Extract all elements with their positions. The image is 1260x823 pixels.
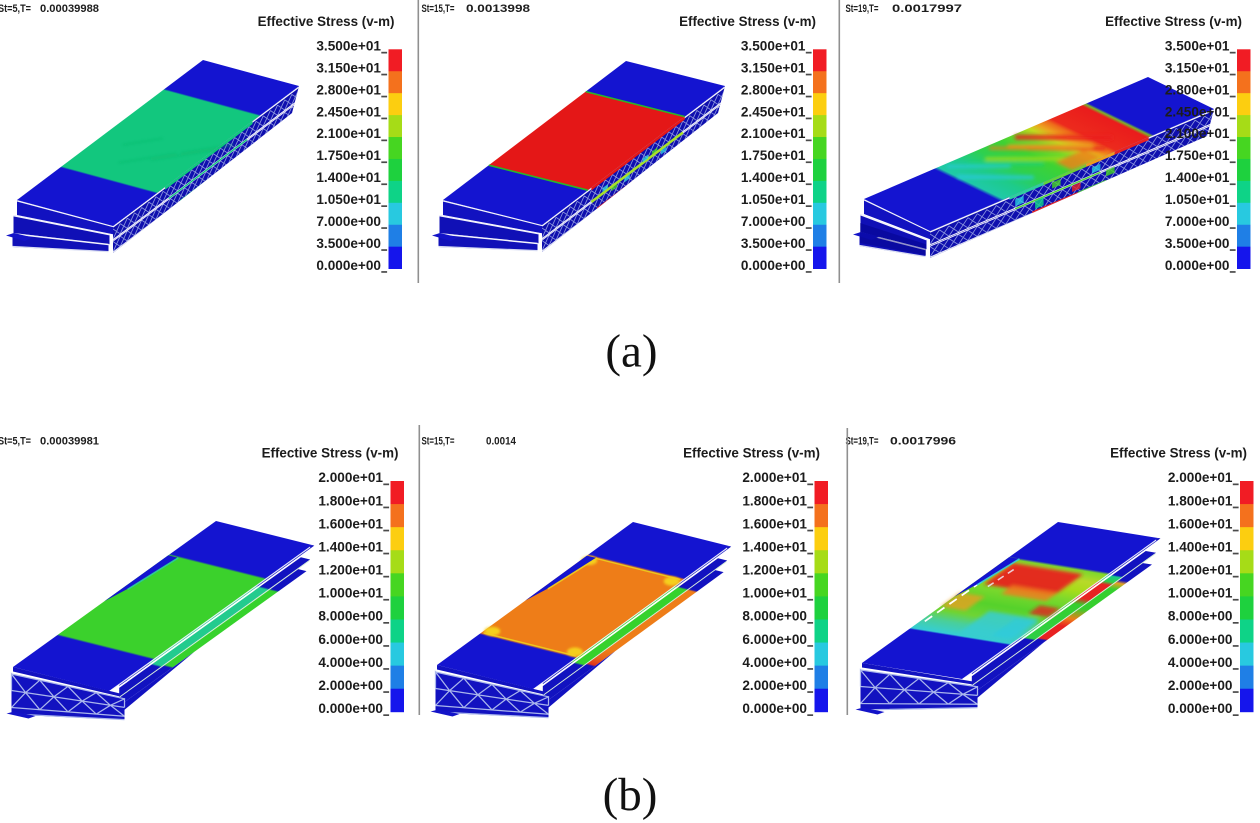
svg-text:3.150e+01: 3.150e+01 bbox=[316, 60, 381, 75]
svg-text:0.000e+00: 0.000e+00 bbox=[1165, 258, 1230, 273]
svg-text:1.200e+01: 1.200e+01 bbox=[1168, 563, 1233, 578]
svg-text:St=15,T=: St=15,T= bbox=[422, 3, 455, 15]
svg-text:0.0017997: 0.0017997 bbox=[892, 3, 962, 15]
svg-text:3.500e+01: 3.500e+01 bbox=[316, 39, 381, 54]
svg-text:8.000e+00: 8.000e+00 bbox=[318, 609, 383, 624]
svg-text:Effective Stress (v-m): Effective Stress (v-m) bbox=[1110, 446, 1247, 461]
svg-text:1.750e+01: 1.750e+01 bbox=[316, 148, 381, 163]
svg-text:(b): (b) bbox=[603, 769, 658, 821]
svg-text:1.400e+01: 1.400e+01 bbox=[1168, 539, 1233, 554]
svg-text:1.400e+01: 1.400e+01 bbox=[316, 170, 381, 185]
svg-text:1.750e+01: 1.750e+01 bbox=[1165, 148, 1230, 163]
svg-text:7.000e+00: 7.000e+00 bbox=[741, 214, 806, 229]
svg-text:2.450e+01: 2.450e+01 bbox=[1165, 104, 1230, 119]
svg-text:1.600e+01: 1.600e+01 bbox=[1168, 516, 1233, 531]
svg-text:0.000e+00: 0.000e+00 bbox=[742, 701, 807, 716]
svg-text:0.00039981: 0.00039981 bbox=[40, 435, 99, 447]
svg-text:2.000e+00: 2.000e+00 bbox=[742, 678, 807, 693]
svg-text:7.000e+00: 7.000e+00 bbox=[1165, 214, 1230, 229]
svg-text:1.600e+01: 1.600e+01 bbox=[318, 516, 383, 531]
svg-text:1.600e+01: 1.600e+01 bbox=[742, 516, 807, 531]
svg-text:3.500e+01: 3.500e+01 bbox=[1165, 39, 1230, 54]
svg-text:Effective Stress (v-m): Effective Stress (v-m) bbox=[1105, 14, 1242, 29]
svg-text:0.000e+00: 0.000e+00 bbox=[318, 701, 383, 716]
svg-text:2.100e+01: 2.100e+01 bbox=[1165, 126, 1230, 141]
svg-text:1.050e+01: 1.050e+01 bbox=[741, 192, 806, 207]
svg-text:1.050e+01: 1.050e+01 bbox=[316, 192, 381, 207]
svg-text:3.150e+01: 3.150e+01 bbox=[741, 60, 806, 75]
svg-text:4.000e+00: 4.000e+00 bbox=[742, 655, 807, 670]
svg-text:4.000e+00: 4.000e+00 bbox=[318, 655, 383, 670]
svg-text:1.800e+01: 1.800e+01 bbox=[1168, 493, 1233, 508]
svg-text:3.500e+00: 3.500e+00 bbox=[316, 236, 381, 251]
svg-text:1.800e+01: 1.800e+01 bbox=[318, 493, 383, 508]
svg-text:2.000e+00: 2.000e+00 bbox=[318, 678, 383, 693]
svg-text:1.200e+01: 1.200e+01 bbox=[318, 563, 383, 578]
svg-text:1.400e+01: 1.400e+01 bbox=[742, 539, 807, 554]
svg-text:2.000e+00: 2.000e+00 bbox=[1168, 678, 1233, 693]
svg-text:2.100e+01: 2.100e+01 bbox=[741, 126, 806, 141]
svg-text:2.800e+01: 2.800e+01 bbox=[1165, 82, 1230, 97]
svg-text:4.000e+00: 4.000e+00 bbox=[1168, 655, 1233, 670]
svg-text:2.800e+01: 2.800e+01 bbox=[316, 82, 381, 97]
svg-text:St=19,T=: St=19,T= bbox=[846, 435, 879, 447]
svg-text:0.0014: 0.0014 bbox=[486, 435, 516, 447]
svg-text:0.0017996: 0.0017996 bbox=[890, 435, 956, 447]
svg-text:8.000e+00: 8.000e+00 bbox=[1168, 609, 1233, 624]
svg-text:St=15,T=: St=15,T= bbox=[422, 435, 455, 447]
svg-text:7.000e+00: 7.000e+00 bbox=[316, 214, 381, 229]
svg-text:0.00039988: 0.00039988 bbox=[40, 3, 99, 15]
svg-text:0.000e+00: 0.000e+00 bbox=[1168, 701, 1233, 716]
svg-text:Effective Stress (v-m): Effective Stress (v-m) bbox=[262, 446, 399, 461]
svg-text:6.000e+00: 6.000e+00 bbox=[742, 632, 807, 647]
svg-text:Effective Stress (v-m): Effective Stress (v-m) bbox=[258, 14, 395, 29]
svg-text:1.750e+01: 1.750e+01 bbox=[741, 148, 806, 163]
svg-text:1.400e+01: 1.400e+01 bbox=[318, 539, 383, 554]
svg-text:3.500e+00: 3.500e+00 bbox=[1165, 236, 1230, 251]
svg-text:St=5,T=: St=5,T= bbox=[0, 3, 31, 15]
svg-text:8.000e+00: 8.000e+00 bbox=[742, 609, 807, 624]
svg-text:3.500e+01: 3.500e+01 bbox=[741, 39, 806, 54]
svg-text:1.000e+01: 1.000e+01 bbox=[1168, 586, 1233, 601]
svg-text:Effective Stress (v-m): Effective Stress (v-m) bbox=[683, 446, 820, 461]
svg-text:St=5,T=: St=5,T= bbox=[0, 435, 31, 447]
svg-text:2.450e+01: 2.450e+01 bbox=[741, 104, 806, 119]
svg-text:6.000e+00: 6.000e+00 bbox=[318, 632, 383, 647]
svg-text:1.400e+01: 1.400e+01 bbox=[1165, 170, 1230, 185]
svg-text:1.050e+01: 1.050e+01 bbox=[1165, 192, 1230, 207]
svg-text:2.000e+01: 2.000e+01 bbox=[742, 470, 807, 485]
svg-text:1.200e+01: 1.200e+01 bbox=[742, 563, 807, 578]
svg-text:(a): (a) bbox=[605, 326, 657, 378]
svg-text:0.000e+00: 0.000e+00 bbox=[316, 258, 381, 273]
svg-text:2.450e+01: 2.450e+01 bbox=[316, 104, 381, 119]
svg-text:6.000e+00: 6.000e+00 bbox=[1168, 632, 1233, 647]
svg-text:3.500e+00: 3.500e+00 bbox=[741, 236, 806, 251]
svg-text:1.800e+01: 1.800e+01 bbox=[742, 493, 807, 508]
svg-text:2.800e+01: 2.800e+01 bbox=[741, 82, 806, 97]
svg-text:1.400e+01: 1.400e+01 bbox=[741, 170, 806, 185]
svg-text:2.100e+01: 2.100e+01 bbox=[316, 126, 381, 141]
svg-text:1.000e+01: 1.000e+01 bbox=[318, 586, 383, 601]
svg-text:1.000e+01: 1.000e+01 bbox=[742, 586, 807, 601]
svg-text:0.000e+00: 0.000e+00 bbox=[741, 258, 806, 273]
svg-text:0.0013998: 0.0013998 bbox=[466, 3, 530, 15]
svg-text:St=19,T=: St=19,T= bbox=[846, 3, 879, 15]
svg-text:Effective Stress (v-m): Effective Stress (v-m) bbox=[679, 14, 816, 29]
svg-text:2.000e+01: 2.000e+01 bbox=[1168, 470, 1233, 485]
svg-text:3.150e+01: 3.150e+01 bbox=[1165, 60, 1230, 75]
svg-text:2.000e+01: 2.000e+01 bbox=[318, 470, 383, 485]
